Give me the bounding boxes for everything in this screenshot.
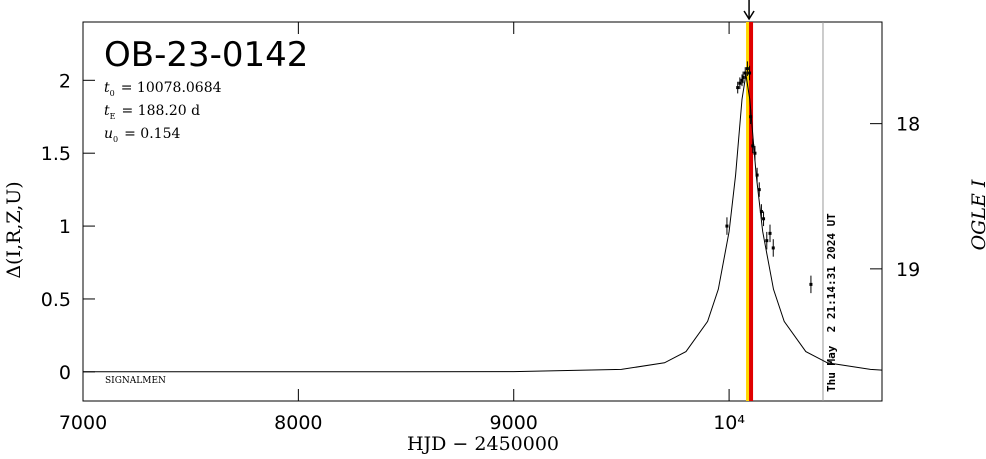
observer-label: SIGNALMEN [105, 376, 166, 386]
data-point [755, 173, 759, 177]
data-point [748, 71, 752, 75]
x-tick-label: 10⁴ [713, 412, 745, 434]
param-subscript: 0 [110, 89, 115, 98]
param-symbol: t [104, 103, 110, 119]
data-point [768, 231, 772, 235]
data-point [741, 75, 745, 79]
data-point [740, 78, 744, 82]
y-tick-label: 0.5 [41, 289, 71, 311]
data-point [753, 151, 757, 155]
y-tick-label: 2 [59, 70, 71, 92]
data-point [749, 115, 753, 119]
data-point [745, 67, 749, 71]
data-point [762, 217, 766, 221]
y2-axis-label: OGLE I [968, 179, 986, 250]
y2-tick-label: 18 [896, 114, 920, 136]
x-axis-label: HJD − 2450000 [407, 433, 559, 455]
y-axis-label: Δ(I,R,Z,U) [3, 181, 25, 278]
data-point [738, 81, 742, 85]
data-point [743, 71, 747, 75]
param-subscript: E [110, 112, 116, 121]
y-tick-label: 0 [59, 362, 71, 384]
model-curve [83, 74, 883, 373]
param-value: = 188.20 d [121, 103, 200, 119]
peak-arrow-head [743, 10, 755, 21]
data-point [725, 224, 729, 228]
param-subscript: 0 [113, 135, 118, 144]
chart-title: OB-23-0142 [104, 35, 308, 75]
data-point [757, 188, 761, 192]
data-point [809, 282, 813, 286]
data-point [765, 239, 769, 243]
param-value: = 10078.0684 [121, 80, 222, 96]
data-point [751, 144, 755, 148]
y2-tick-label: 19 [896, 259, 920, 281]
x-tick-label: 7000 [59, 412, 107, 434]
x-tick-label: 8000 [274, 412, 322, 434]
param-label: t0 = 10078.0684 [104, 80, 222, 98]
plot-frame [82, 21, 883, 402]
data-point [771, 246, 775, 250]
data-point [736, 86, 740, 90]
y-tick-label: 1 [59, 216, 71, 238]
param-label: u0 = 0.154 [104, 126, 180, 144]
param-symbol: t [104, 80, 110, 96]
data-point [759, 210, 763, 213]
timestamp: Thu May 2 21:14:31 2024 UT [825, 213, 838, 392]
param-symbol: u [104, 126, 113, 142]
x-tick-label: 9000 [490, 412, 538, 434]
param-label: tE = 188.20 d [104, 103, 200, 121]
param-value: = 0.154 [124, 126, 180, 142]
y-tick-label: 1.5 [41, 143, 71, 165]
